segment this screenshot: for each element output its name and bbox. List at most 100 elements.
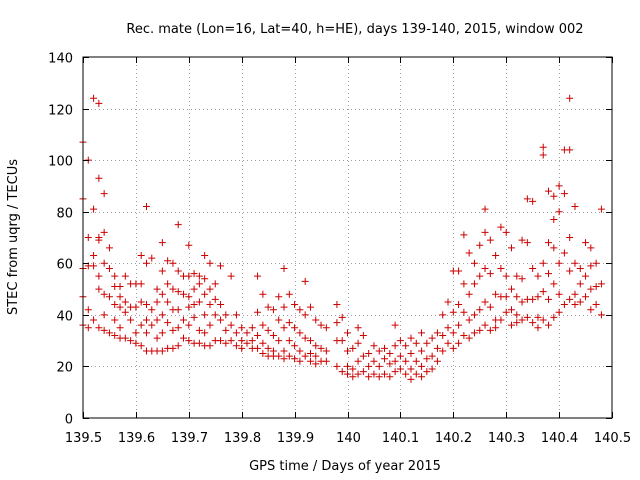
data-point	[116, 293, 124, 301]
data-point	[100, 326, 108, 334]
data-point	[375, 362, 383, 370]
data-point	[291, 342, 299, 350]
data-point	[296, 347, 304, 355]
data-point	[433, 329, 441, 337]
data-point	[312, 316, 320, 324]
data-point	[105, 264, 113, 272]
data-point	[582, 272, 590, 280]
data-point	[465, 334, 473, 342]
data-point	[148, 254, 156, 262]
data-point	[365, 373, 373, 381]
data-point	[513, 272, 521, 280]
y-tick-label: 40	[56, 310, 73, 325]
data-point	[322, 357, 330, 365]
data-point	[227, 321, 235, 329]
data-point	[169, 326, 177, 334]
data-point	[222, 311, 230, 319]
data-point	[185, 293, 193, 301]
data-point	[455, 321, 463, 329]
data-point	[206, 321, 214, 329]
data-point	[344, 347, 351, 355]
data-point	[232, 329, 240, 337]
data-point	[291, 301, 299, 309]
data-point	[121, 298, 129, 306]
data-point	[95, 99, 103, 107]
data-point	[111, 301, 119, 309]
data-point	[95, 285, 103, 293]
data-point	[275, 352, 283, 360]
data-point	[407, 365, 415, 373]
data-point	[296, 357, 304, 365]
data-point	[333, 362, 341, 370]
data-point	[227, 272, 235, 280]
y-tick-label: 100	[48, 155, 73, 170]
data-point	[566, 146, 574, 154]
data-point	[402, 357, 410, 365]
data-point	[492, 290, 500, 298]
data-point	[142, 301, 150, 309]
data-point	[301, 311, 309, 319]
data-point	[518, 275, 526, 283]
data-point	[264, 344, 272, 352]
data-point	[100, 311, 108, 319]
data-point	[100, 259, 108, 267]
data-point	[153, 316, 161, 324]
data-point	[571, 301, 579, 309]
data-point	[206, 342, 214, 350]
data-point	[169, 259, 177, 267]
data-point	[518, 298, 526, 306]
data-point	[455, 339, 463, 347]
data-point	[312, 342, 320, 350]
data-point	[90, 252, 98, 260]
data-point	[465, 316, 473, 324]
data-point	[507, 306, 515, 314]
data-point	[507, 321, 515, 329]
data-point	[550, 215, 558, 223]
y-tick-label: 20	[56, 361, 73, 376]
data-point	[349, 344, 357, 352]
data-point	[571, 259, 579, 267]
data-point	[169, 344, 177, 352]
data-point	[396, 337, 404, 345]
data-point	[90, 262, 98, 270]
data-point	[259, 339, 267, 347]
data-point	[439, 347, 447, 355]
data-point	[142, 259, 150, 267]
data-point	[465, 249, 473, 257]
data-point	[211, 311, 219, 319]
data-point	[195, 339, 203, 347]
data-point	[375, 373, 383, 381]
data-point	[142, 203, 150, 211]
data-point	[306, 303, 314, 311]
data-point	[317, 344, 325, 352]
data-point	[137, 298, 145, 306]
data-point	[513, 293, 521, 301]
y-tick-label: 60	[56, 258, 73, 273]
data-point	[486, 303, 494, 311]
data-point	[127, 316, 135, 324]
data-point	[375, 347, 383, 355]
data-point	[344, 329, 351, 337]
data-point	[460, 308, 468, 316]
data-point	[164, 319, 172, 327]
data-point	[100, 190, 108, 198]
data-point	[137, 321, 145, 329]
data-point	[492, 252, 500, 260]
data-point	[566, 295, 574, 303]
data-point	[412, 357, 420, 365]
data-point	[238, 324, 246, 332]
x-tick-labels: 139.5 139.6 139.7 139.8 139.9 140 140.1 140.2 14…	[65, 431, 631, 446]
data-point	[354, 357, 362, 365]
data-point	[449, 344, 457, 352]
data-point	[285, 319, 293, 327]
data-point	[211, 295, 219, 303]
data-point	[555, 182, 563, 190]
data-point	[587, 244, 595, 252]
data-point	[460, 231, 468, 239]
data-point	[576, 264, 584, 272]
data-point	[222, 339, 230, 347]
data-point	[539, 143, 547, 151]
x-tick-label: 139.5	[65, 431, 102, 446]
data-point	[275, 293, 283, 301]
